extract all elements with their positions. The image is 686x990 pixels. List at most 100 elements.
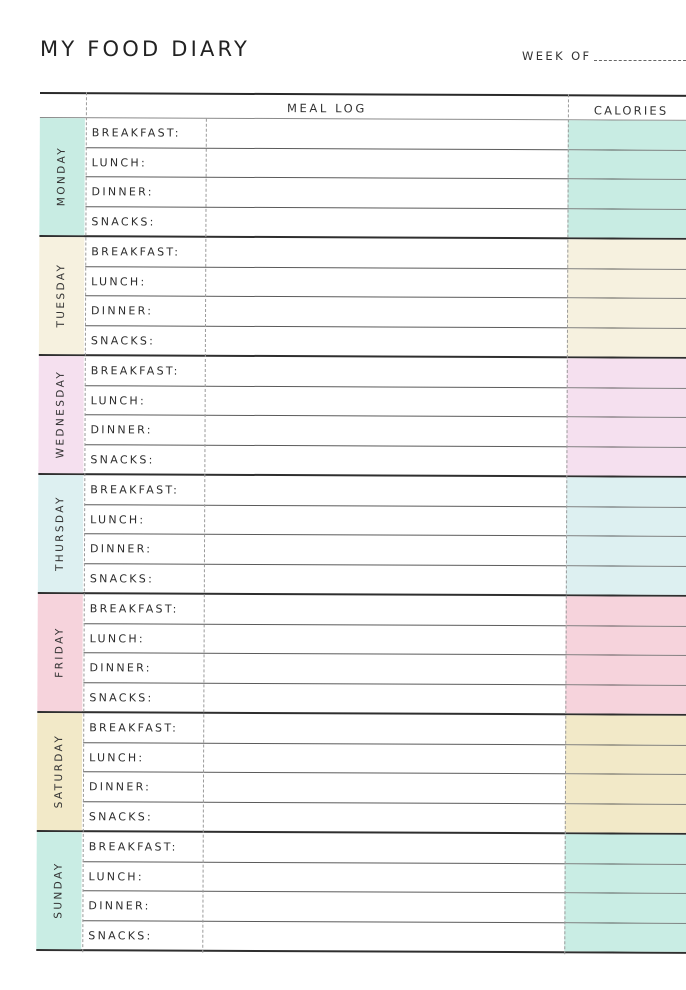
meal-entry-field[interactable] (204, 445, 566, 475)
calories-field[interactable] (567, 239, 686, 269)
meal-row-lunch: LUNCH: (83, 742, 686, 775)
calories-field[interactable] (565, 565, 686, 595)
calories-field[interactable] (566, 417, 686, 447)
calories-field[interactable] (566, 446, 686, 476)
meal-entry-field[interactable] (202, 892, 564, 922)
calories-field[interactable] (564, 922, 686, 952)
meal-row-dinner: DINNER: (83, 534, 686, 567)
meal-entry-field[interactable] (206, 119, 568, 149)
calories-field[interactable] (567, 179, 686, 209)
meal-row-lunch: LUNCH: (83, 623, 686, 656)
calories-field[interactable] (567, 149, 686, 179)
day-label: SATURDAY (52, 733, 66, 809)
calories-field[interactable] (565, 744, 686, 774)
meal-entry-field[interactable] (204, 595, 566, 625)
meal-entry-field[interactable] (203, 773, 565, 803)
meal-entry-field[interactable] (206, 178, 568, 208)
meal-label-breakfast: BREAKFAST: (90, 364, 180, 378)
meal-entry-field[interactable] (204, 564, 566, 594)
meal-label-dinner: DINNER: (88, 899, 151, 913)
meal-entry-field[interactable] (205, 238, 567, 268)
meal-entry-field[interactable] (205, 326, 567, 356)
meal-entry-field[interactable] (203, 654, 565, 684)
meal-entry-field[interactable] (203, 743, 565, 773)
meal-label-dinner: DINNER: (88, 780, 152, 794)
calories-field[interactable] (567, 120, 686, 150)
meal-entry-field[interactable] (203, 862, 565, 892)
calories-field[interactable] (565, 684, 686, 714)
day-block-thursday: THURSDAY BREAKFAST: LUNCH: DINNER: SNACKS: (37, 474, 686, 597)
day-block-saturday: SATURDAY BREAKFAST: LUNCH: DINNER: SNACKS: (36, 712, 686, 835)
calories-field[interactable] (564, 774, 686, 804)
calories-field[interactable] (566, 506, 686, 536)
meal-entry-field[interactable] (205, 386, 567, 416)
meal-label-lunch: LUNCH: (88, 869, 144, 883)
day-label: THURSDAY (53, 495, 67, 572)
meal-entry-field[interactable] (205, 207, 567, 237)
meal-label-dinner: DINNER: (91, 304, 154, 318)
food-diary-table: MEAL LOG CALORIES MONDAY BREAKFAST: LUNCH… (36, 92, 686, 955)
calories-field[interactable] (565, 655, 686, 685)
meal-label-snacks: SNACKS: (89, 690, 154, 705)
meal-label-lunch: LUNCH: (89, 750, 145, 764)
page-title: MY FOOD DIARY (40, 37, 251, 61)
calories-field[interactable] (566, 327, 686, 357)
meal-row-breakfast: BREAKFAST: (83, 713, 686, 746)
meal-row-dinner: DINNER: (85, 177, 686, 210)
meal-label-dinner: DINNER: (91, 185, 154, 199)
meal-entry-field[interactable] (204, 505, 566, 535)
meal-row-lunch: LUNCH: (85, 147, 686, 180)
meal-entry-field[interactable] (203, 833, 565, 863)
calories-field[interactable] (564, 803, 686, 833)
meal-row-snacks: SNACKS: (85, 326, 686, 358)
day-label: WEDNESDAY (54, 369, 67, 459)
meal-entry-field[interactable] (205, 357, 567, 387)
meal-entry-field[interactable] (203, 802, 565, 832)
meal-label-lunch: LUNCH: (91, 274, 147, 288)
meal-label-breakfast: BREAKFAST: (88, 840, 178, 854)
meal-entry-field[interactable] (204, 476, 566, 506)
calories-field[interactable] (566, 477, 686, 507)
meal-entry-field[interactable] (205, 297, 567, 327)
calories-field[interactable] (565, 596, 686, 626)
calories-field[interactable] (564, 834, 686, 864)
meal-row-lunch: LUNCH: (82, 861, 686, 894)
meal-entry-field[interactable] (203, 714, 565, 744)
meal-entry-field[interactable] (202, 921, 564, 951)
week-of-field[interactable] (594, 60, 686, 61)
day-color-band: THURSDAY (37, 474, 84, 593)
calories-field[interactable] (565, 536, 686, 566)
calories-field[interactable] (567, 208, 686, 238)
meal-label-snacks: SNACKS: (88, 809, 154, 824)
meal-entry-field[interactable] (204, 416, 566, 446)
meal-label-lunch: LUNCH: (91, 155, 148, 169)
day-block-friday: FRIDAY BREAKFAST: LUNCH: DINNER: SNACKS: (37, 593, 686, 716)
meal-entry-field[interactable] (204, 535, 566, 565)
calories-field[interactable] (566, 358, 686, 388)
day-label: FRIDAY (53, 626, 66, 678)
meal-row-breakfast: BREAKFAST: (83, 594, 686, 627)
day-color-band: MONDAY (39, 117, 85, 236)
meal-row-dinner: DINNER: (82, 891, 686, 924)
calories-field[interactable] (567, 268, 686, 298)
meal-entry-field[interactable] (203, 683, 565, 713)
meal-label-snacks: SNACKS: (90, 452, 155, 467)
day-label: SUNDAY (52, 861, 65, 919)
calories-field[interactable] (564, 863, 686, 893)
meal-label-lunch: LUNCH: (89, 631, 145, 645)
meal-entry-field[interactable] (204, 624, 566, 654)
calories-field[interactable] (564, 893, 686, 923)
meal-row-dinner: DINNER: (83, 653, 686, 686)
calories-field[interactable] (565, 625, 686, 655)
meal-label-dinner: DINNER: (89, 542, 153, 556)
meal-row-dinner: DINNER: (84, 296, 686, 329)
meal-row-snacks: SNACKS: (83, 802, 686, 834)
meal-log-header: MEAL LOG (286, 101, 367, 116)
meal-row-snacks: SNACKS: (85, 207, 686, 239)
calories-field[interactable] (565, 715, 686, 745)
meal-entry-field[interactable] (205, 267, 567, 297)
calories-field[interactable] (566, 298, 686, 328)
meal-label-breakfast: BREAKFAST: (89, 721, 179, 735)
meal-entry-field[interactable] (206, 148, 568, 178)
calories-field[interactable] (566, 387, 686, 417)
